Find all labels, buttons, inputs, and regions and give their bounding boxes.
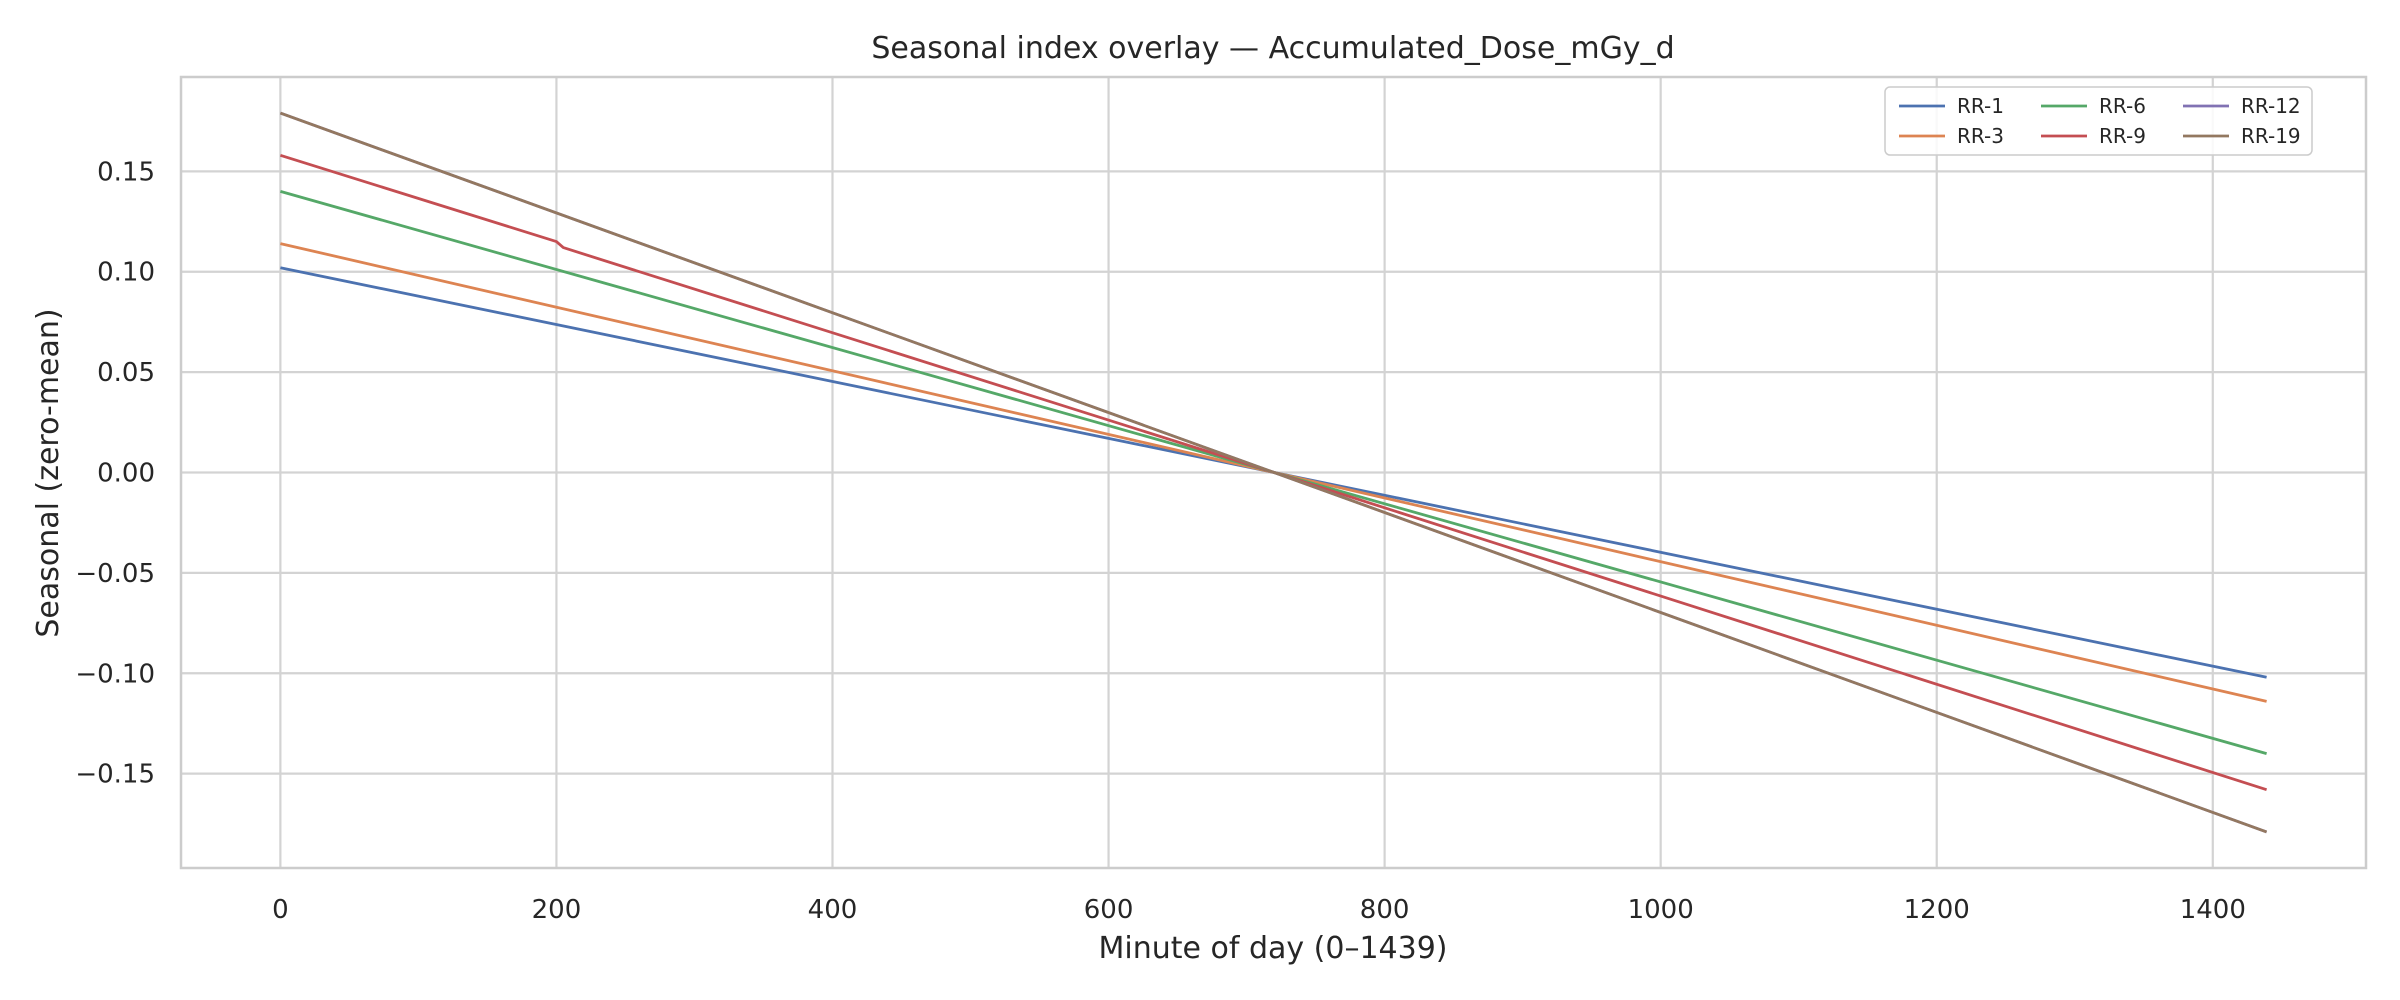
y-tick-label: −0.10 bbox=[75, 659, 155, 689]
series-line-rr-19 bbox=[279, 111, 2268, 834]
x-tick-labels: 0 200 400 600 800 1000 1200 1400 bbox=[272, 895, 2246, 925]
y-axis-label: Seasonal (zero-mean) bbox=[31, 308, 66, 637]
legend: RR-1 RR-3 RR-6 RR-9 RR-12 RR-19 bbox=[1884, 86, 2313, 156]
legend-label: RR-9 bbox=[2099, 124, 2146, 148]
y-tick-label: 0.00 bbox=[97, 459, 155, 489]
series-layer bbox=[279, 111, 2268, 834]
x-tick-label: 1200 bbox=[1904, 895, 1970, 925]
legend-label: RR-3 bbox=[1957, 124, 2004, 148]
x-tick-label: 0 bbox=[272, 895, 289, 925]
x-tick-label: 1000 bbox=[1628, 895, 1694, 925]
x-tick-label: 1400 bbox=[2180, 895, 2246, 925]
x-tick-label: 600 bbox=[1084, 895, 1134, 925]
y-tick-label: 0.15 bbox=[97, 157, 155, 187]
y-tick-label: 0.10 bbox=[97, 258, 155, 288]
legend-box bbox=[1884, 86, 2313, 156]
legend-label: RR-6 bbox=[2099, 94, 2146, 118]
grid bbox=[181, 77, 2366, 868]
legend-label: RR-12 bbox=[2241, 94, 2301, 118]
x-axis-label: Minute of day (0–1439) bbox=[1098, 931, 1447, 966]
legend-label: RR-19 bbox=[2241, 124, 2301, 148]
x-tick-label: 200 bbox=[532, 895, 582, 925]
chart-title: Seasonal index overlay — Accumulated_Dos… bbox=[871, 31, 1674, 66]
y-tick-label: −0.05 bbox=[75, 559, 155, 589]
y-tick-labels: −0.15 −0.10 −0.05 0.00 0.05 0.10 0.15 bbox=[75, 157, 155, 789]
y-tick-label: 0.05 bbox=[97, 358, 155, 388]
legend-label: RR-1 bbox=[1957, 94, 2004, 118]
series-line-rr-9 bbox=[279, 153, 2268, 792]
x-tick-label: 400 bbox=[808, 895, 858, 925]
y-tick-label: −0.15 bbox=[75, 760, 155, 790]
x-tick-label: 800 bbox=[1360, 895, 1410, 925]
plot-frame bbox=[179, 75, 2368, 870]
